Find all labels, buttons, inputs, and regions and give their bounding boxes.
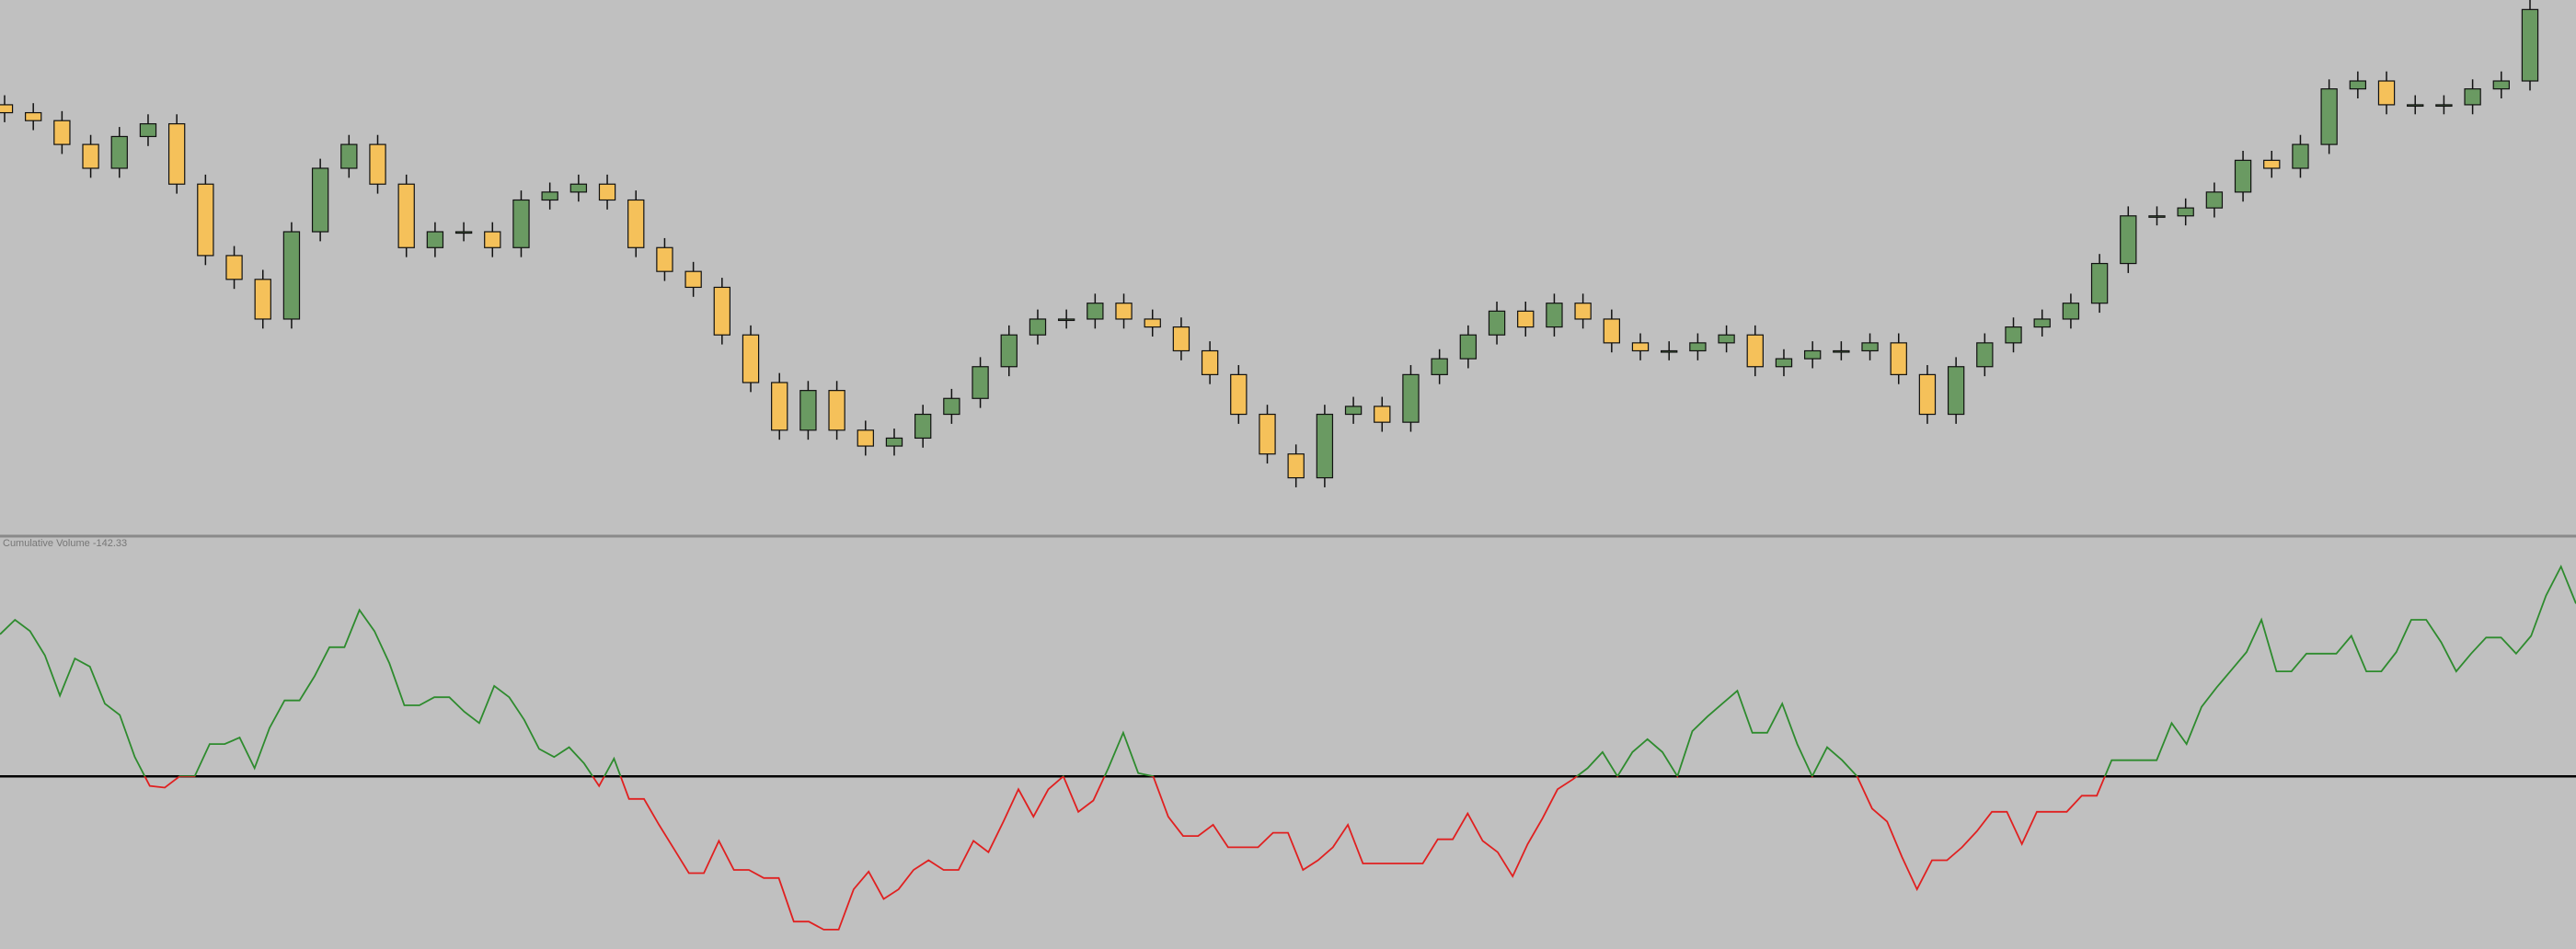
candle-body (1344, 406, 1363, 416)
candle-body (1459, 334, 1478, 360)
candle-body (972, 366, 989, 399)
candle-body (82, 143, 99, 169)
candle-body (799, 390, 817, 431)
candle-body (742, 334, 760, 383)
candle-body (857, 429, 874, 447)
candle-body (225, 255, 243, 280)
candle-body (1574, 303, 1592, 320)
candle-body (771, 382, 788, 431)
candle-body (2292, 143, 2309, 169)
candle-body (656, 246, 673, 272)
candle-body (1029, 318, 1047, 336)
candle-body (1488, 310, 1506, 336)
candle-body (1631, 342, 1650, 352)
candle-body (1431, 358, 1448, 375)
candle-body (369, 143, 386, 185)
candle-body (2148, 215, 2166, 218)
candle-body (1057, 318, 1075, 322)
candle-body (885, 437, 903, 447)
candle-body (1976, 342, 1994, 368)
candle-body (1746, 334, 1764, 368)
candle-body (1000, 334, 1018, 368)
candle-body (426, 231, 444, 248)
candle-body (139, 123, 157, 138)
candle-body (2407, 104, 2424, 108)
candle-body (2377, 80, 2396, 106)
candle-body (1689, 342, 1707, 352)
candle-body (1775, 358, 1793, 368)
candle-body (311, 167, 329, 233)
candle-body (197, 183, 214, 257)
candle-body (1402, 373, 1420, 423)
candle-body (1287, 453, 1305, 479)
candle-body (1833, 349, 1850, 353)
candle-body (2435, 104, 2453, 108)
candle-body (627, 199, 645, 248)
candle-body (1918, 373, 1937, 416)
candle-body (828, 390, 845, 431)
candle-body (2090, 262, 2109, 304)
candle-body (1517, 310, 1535, 328)
candle-body (1661, 349, 1678, 353)
candle-body (2120, 215, 2137, 265)
candle-body (0, 104, 14, 114)
candle-body (2033, 318, 2051, 328)
volume-line-negative (144, 776, 2106, 931)
indicator-title: Cumulative Volume -142.33 (3, 538, 127, 549)
candle-body (1603, 318, 1620, 344)
candle-body (1087, 303, 1104, 320)
candle-body (1115, 303, 1133, 320)
candle-body (110, 135, 128, 169)
candle-body (2205, 191, 2224, 209)
candle-body (713, 286, 731, 336)
candle-body (1947, 366, 1965, 416)
candle-body (943, 397, 960, 416)
candle-body (2177, 207, 2194, 217)
candle-body (598, 183, 616, 201)
candle-body (512, 199, 530, 248)
candle-body (2492, 80, 2510, 90)
candle-body (1144, 318, 1161, 328)
candle-body (1546, 303, 1563, 328)
candle-body (1803, 349, 1822, 360)
candle-body (1259, 413, 1276, 455)
candle-body (914, 413, 932, 440)
candle-body (2005, 326, 2022, 344)
candle-body (2521, 8, 2539, 82)
candle-body (541, 191, 558, 201)
candle-body (2263, 159, 2281, 169)
candle-body (1230, 373, 1248, 416)
candle-body (569, 183, 588, 193)
candle-body (2062, 303, 2080, 320)
candle-body (167, 123, 186, 185)
candle-body (2234, 159, 2252, 193)
candle-body (25, 111, 42, 121)
candle-body (454, 231, 473, 234)
candle-body (684, 270, 702, 289)
candle-body (282, 231, 301, 320)
candle-body (1172, 326, 1190, 352)
candle-body (2464, 88, 2481, 106)
candle-body (1374, 406, 1391, 423)
candle-body (340, 143, 358, 169)
candle-body (1718, 334, 1735, 344)
candle-body (53, 120, 71, 145)
candle-body (254, 279, 271, 320)
candle-body (1316, 413, 1334, 479)
candle-body (397, 183, 415, 248)
candle-body (1861, 342, 1879, 352)
volume-line-positive (0, 564, 2576, 777)
candle-body (2320, 88, 2338, 145)
candle-body (2349, 80, 2367, 90)
candle-body (1890, 342, 1907, 375)
candle-body (484, 231, 501, 248)
candle-body (1201, 349, 1219, 375)
